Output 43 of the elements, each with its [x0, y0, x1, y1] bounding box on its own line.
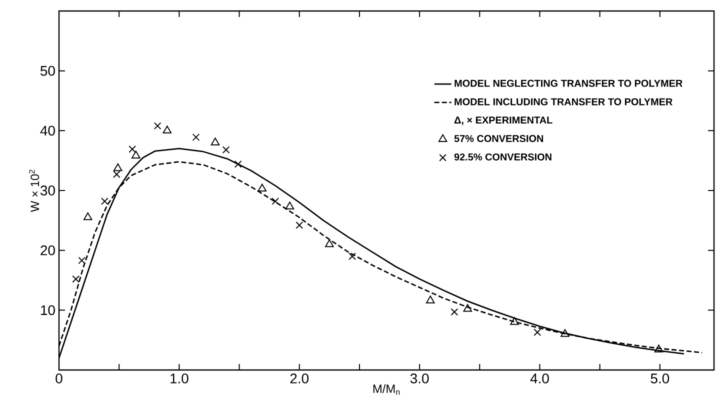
- point: [113, 170, 120, 178]
- point: [463, 304, 472, 312]
- point: [272, 198, 280, 205]
- point: [72, 275, 80, 283]
- x-tick-label: 0: [56, 374, 62, 384]
- point: [162, 126, 172, 134]
- point: [348, 252, 356, 260]
- point: [234, 160, 242, 168]
- x-tick-label: 1.0: [170, 374, 188, 384]
- x-tick-label: 2.0: [290, 374, 309, 384]
- point: [285, 202, 294, 210]
- y-axis-title: W × 10$^{2}$: [29, 170, 40, 212]
- y-tick-label: 10: [41, 305, 55, 316]
- point: [426, 296, 435, 304]
- legend-label: 57% CONVERSION: [454, 135, 544, 142]
- point: [534, 328, 542, 336]
- point: [296, 222, 304, 229]
- legend-label: MODEL NEGLECTING TRANSFER TO POLYMER: [454, 80, 682, 87]
- y-tick-label: 20: [40, 245, 55, 256]
- point: [450, 308, 458, 316]
- legend-label: MODEL INCLUDING TRANSFER TO POLYMER: [454, 98, 672, 106]
- point: [113, 163, 122, 172]
- x-tick-label: 3.0: [410, 374, 429, 384]
- point: [78, 256, 86, 264]
- point: [654, 344, 664, 352]
- x-tick-label: 4.0: [530, 374, 549, 384]
- legend-label: 92.5% CONVERSION: [454, 153, 552, 160]
- point: [325, 239, 334, 248]
- x-axis-title: M/M$_{n}$: [373, 384, 400, 395]
- point: [83, 212, 92, 220]
- x-tick-label: 5.0: [650, 374, 670, 384]
- y-tick-label: 40: [40, 126, 55, 136]
- point: [210, 138, 220, 146]
- y-tick-label: 50: [40, 66, 55, 76]
- point: [100, 198, 108, 205]
- point: [154, 122, 162, 130]
- point: [192, 134, 200, 141]
- y-tick-label: 30: [40, 186, 55, 196]
- point: [560, 329, 570, 337]
- point: [258, 184, 267, 192]
- legend-title: Δ, × EXPERIMENTAL: [454, 116, 552, 126]
- point: [510, 317, 519, 325]
- point: [222, 146, 230, 154]
